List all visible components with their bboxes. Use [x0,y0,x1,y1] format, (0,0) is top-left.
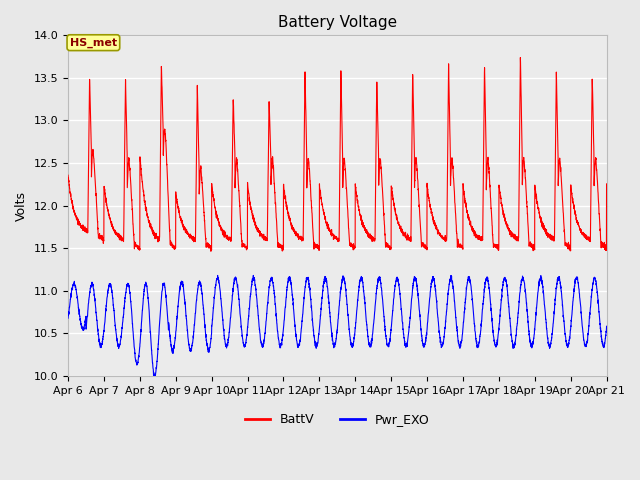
Text: HS_met: HS_met [70,37,117,48]
Legend: BattV, Pwr_EXO: BattV, Pwr_EXO [240,408,435,431]
Y-axis label: Volts: Volts [15,191,28,221]
Title: Battery Voltage: Battery Voltage [278,15,397,30]
